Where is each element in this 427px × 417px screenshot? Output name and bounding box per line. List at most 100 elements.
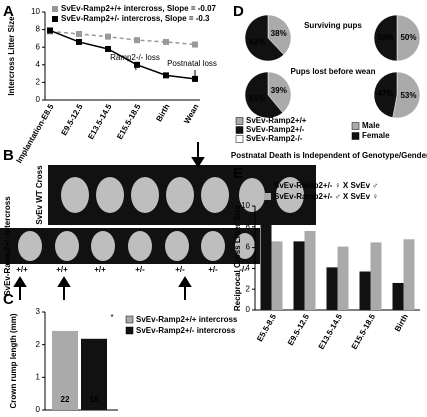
y-axis-label: Intercross Litter Size: [7, 16, 16, 96]
y-tick-label: 8: [36, 25, 41, 34]
legend-swatch: [264, 193, 271, 200]
panel-label: D: [233, 3, 244, 20]
y-tick-label: 1: [36, 372, 41, 381]
data-point: [105, 45, 111, 52]
slice-label: 50%: [400, 33, 416, 42]
genotype-label: -/-: [239, 265, 247, 274]
pie-slice: [267, 71, 292, 114]
n-label: 18: [90, 395, 99, 404]
data-point: [76, 31, 82, 37]
panel-label: A: [3, 3, 14, 20]
series-line: [49, 29, 196, 80]
slice-label: 61%: [249, 94, 265, 103]
genotype-label: +/+: [16, 265, 28, 274]
data-point: [105, 33, 111, 40]
pie-slice: [244, 71, 284, 119]
data-point: [163, 72, 169, 79]
legend-swatch: [235, 135, 244, 143]
slice-label: 50%: [377, 33, 393, 42]
bar: [52, 330, 78, 410]
row-label: SvEv-Ramp2+/- Intercross: [3, 196, 12, 296]
legend-label: SvEv-Ramp2+/-: [246, 125, 305, 134]
legend-swatch: [52, 16, 58, 22]
x-tick-label: E9.5-12.5: [286, 312, 311, 347]
legend-swatch: [235, 126, 244, 134]
row-label: SvEv WT Cross: [35, 165, 44, 225]
legend-swatch: [264, 182, 271, 189]
pie-slice: [396, 14, 421, 62]
bar: [403, 239, 415, 310]
x-tick-label: Implantation-E8.5: [14, 102, 55, 165]
row-title: Pups lost before wean: [291, 67, 376, 76]
series-line: [49, 30, 196, 46]
slice-label: 39%: [271, 86, 287, 95]
legend-swatch: [125, 326, 134, 335]
slice-label: 47%: [378, 89, 394, 98]
y-tick-label: 3: [36, 307, 41, 316]
arrows: [13, 142, 205, 300]
data-point: [134, 61, 140, 68]
y-axis-label: Crown rump length (mm): [9, 313, 18, 408]
bar: [260, 211, 272, 310]
y-tick-label: 10: [241, 201, 250, 210]
pie-slice: [267, 14, 292, 56]
genotype-label: +/+: [56, 265, 68, 274]
legend-label: Male: [362, 121, 380, 130]
legend-swatch: [52, 6, 58, 12]
pie-slice: [244, 14, 285, 62]
genotype-label: +/+: [94, 265, 106, 274]
n-label: 22: [61, 395, 70, 404]
chart-title: Postnatal Death is Independent of Genoty…: [231, 151, 427, 160]
bar: [392, 282, 404, 310]
data-point: [47, 27, 53, 34]
y-tick-label: 0: [246, 305, 251, 314]
data-point: [192, 41, 198, 48]
pie-slice: [392, 71, 421, 119]
y-tick-label: 0: [36, 405, 41, 414]
y-tick-label: 0: [36, 95, 41, 104]
genotype-label: +/-: [208, 265, 218, 274]
y-tick-label: 2: [36, 78, 41, 87]
x-tick-label: Birth: [154, 102, 171, 123]
legend-label: SvEv-Ramp2+/- intercross: [136, 326, 236, 335]
row-title: Surviving pups: [304, 21, 362, 30]
embryos-wt: [61, 177, 304, 213]
annotation-arrow: [134, 61, 137, 71]
legend-label: SvEv-Ramp2+/- ♂ X SvEv ♀: [274, 192, 378, 201]
panel-label: C: [3, 291, 14, 308]
y-tick-label: 2: [246, 284, 251, 293]
x-tick-label: E13.5-14.5: [317, 312, 345, 351]
bar: [326, 267, 338, 310]
slice-label: 62%: [249, 37, 265, 46]
x-tick-label: E9.5-12.5: [59, 102, 84, 137]
pie-slice: [373, 71, 398, 118]
panel-label: E: [233, 165, 243, 182]
y-tick-label: 4: [246, 264, 251, 273]
legend-label: SvEv-Ramp2+/+ intercross, Slope = -0.07: [61, 4, 217, 13]
slice-label: 53%: [400, 91, 416, 100]
y-tick-label: 2: [36, 340, 41, 349]
annotation: Ramp2-/- loss: [110, 53, 160, 62]
embryos-het: [18, 231, 255, 261]
y-tick-label: 6: [246, 243, 251, 252]
annotation: Postnatal loss: [167, 59, 217, 68]
y-tick-label: 8: [246, 222, 251, 231]
bar: [271, 241, 283, 310]
legend-label: Female: [362, 131, 390, 140]
panel-label: B: [3, 147, 14, 164]
x-tick-label: E5.5-8.5: [255, 312, 278, 343]
genotype-label: +/-: [135, 265, 145, 274]
bar: [359, 271, 371, 310]
x-tick-label: Wean: [182, 102, 200, 125]
x-tick-label: Birth: [393, 312, 410, 333]
slice-label: 38%: [271, 29, 287, 38]
pie-slice: [373, 14, 398, 62]
y-tick-label: 10: [31, 7, 40, 16]
legend-swatch: [235, 117, 244, 125]
bar: [293, 241, 305, 310]
legend-label: SvEv-Ramp2+/+ intercross: [136, 315, 238, 324]
data-point: [163, 38, 169, 45]
data-point: [76, 38, 82, 45]
bar: [81, 338, 107, 410]
